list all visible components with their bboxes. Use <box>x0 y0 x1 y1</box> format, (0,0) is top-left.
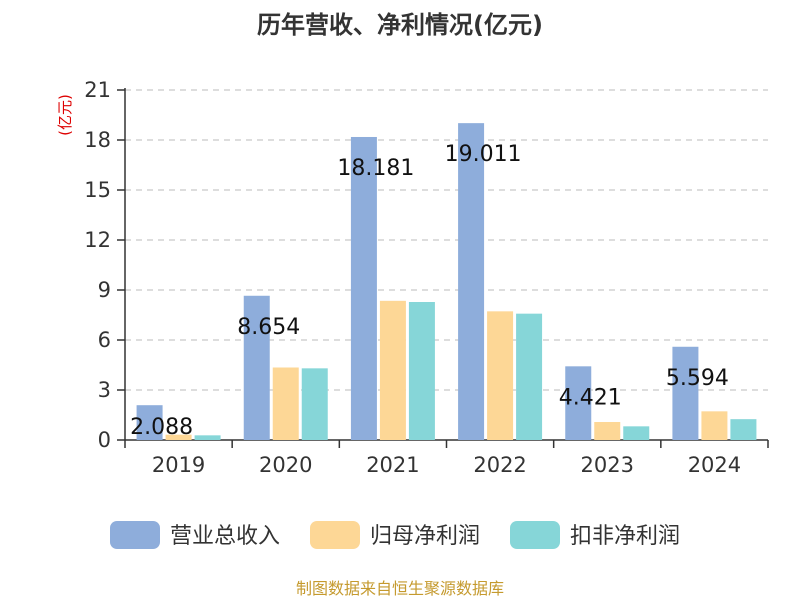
legend-swatch[interactable] <box>510 521 560 549</box>
data-source-note: 制图数据来自恒生聚源数据库 <box>296 579 504 598</box>
x-axis: 2019 2020 2021 2022 2023 2024 <box>124 439 769 477</box>
bar-2022-s1 <box>458 123 485 441</box>
data-labels: 2.088 8.654 18.181 19.011 4.421 5.594 <box>130 142 729 440</box>
y-axis: 0 3 6 9 12 15 18 21 <box>84 78 126 452</box>
bar-2020-s3 <box>301 368 328 440</box>
y-tick-label: 3 <box>98 378 111 402</box>
grid-lines <box>125 89 768 391</box>
bar-2019-s1 <box>136 405 163 440</box>
bar-2021-s1 <box>350 136 377 440</box>
data-label: 19.011 <box>445 142 522 167</box>
x-tick-label: 2020 <box>259 453 312 477</box>
x-tick-label: 2022 <box>473 453 526 477</box>
bar-2023-s2 <box>594 422 621 440</box>
bar-2020-s1 <box>243 295 270 440</box>
y-tick-label: 18 <box>84 128 111 152</box>
x-tick-label: 2019 <box>152 453 205 477</box>
chart-title: 历年营收、净利情况(亿元) <box>257 11 543 39</box>
bar-2023-s3 <box>623 426 650 440</box>
data-label: 8.654 <box>237 315 300 340</box>
data-label: 2.088 <box>130 415 193 440</box>
bar-2023-s1 <box>565 366 592 440</box>
y-tick-label: 21 <box>84 78 111 102</box>
data-label: 18.181 <box>337 156 414 181</box>
x-tick-label: 2023 <box>581 453 634 477</box>
legend-label[interactable]: 营业总收入 <box>170 524 280 549</box>
bar-2021-s3 <box>408 302 435 440</box>
data-label: 4.421 <box>559 385 622 410</box>
x-tick-label: 2024 <box>688 453 741 477</box>
y-axis-unit-label: (亿元) <box>56 94 74 136</box>
x-tick-label: 2021 <box>366 453 419 477</box>
bar-2021-s2 <box>379 300 406 440</box>
bars <box>136 123 757 441</box>
y-tick-label: 9 <box>98 278 111 302</box>
y-tick-label: 0 <box>98 428 111 452</box>
legend-swatch[interactable] <box>310 521 360 549</box>
legend-label[interactable]: 扣非净利润 <box>570 524 680 549</box>
legend-label[interactable]: 归母净利润 <box>370 524 480 549</box>
data-label: 5.594 <box>666 366 729 391</box>
bar-2019-s3 <box>194 435 221 440</box>
bar-2022-s3 <box>516 313 543 440</box>
bar-2024-s3 <box>730 419 757 440</box>
legend[interactable]: 营业总收入 归母净利润 扣非净利润 <box>110 521 680 549</box>
bar-2024-s2 <box>701 411 728 440</box>
bar-2019-s2 <box>165 434 192 440</box>
bar-2024-s1 <box>672 346 699 440</box>
bar-2020-s2 <box>272 367 299 440</box>
bar-2022-s2 <box>487 311 514 440</box>
legend-swatch[interactable] <box>110 521 160 549</box>
y-tick-label: 12 <box>84 228 111 252</box>
y-tick-label: 15 <box>84 178 111 202</box>
y-tick-label: 6 <box>98 328 111 352</box>
